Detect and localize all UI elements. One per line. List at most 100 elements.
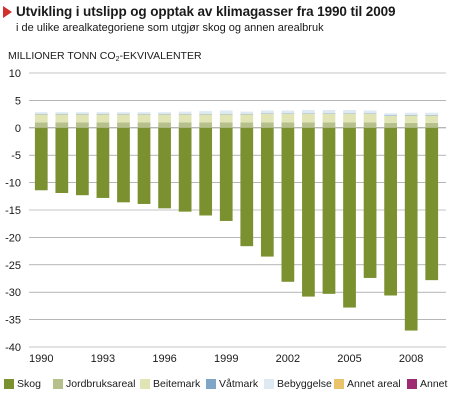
legend-swatch [140, 379, 150, 389]
bar-vatmark-1998 [199, 113, 213, 115]
chart-legend: Skog Jordbruksareal Beitemark Våtmark Bebygg… [0, 376, 450, 398]
x-tick-label: 1999 [214, 353, 238, 365]
bar-jordbruksareal-1999 [219, 122, 233, 128]
bar-bebyggelse-2001 [260, 110, 274, 114]
bar-skog-2009 [425, 127, 439, 281]
bar-vatmark-1993 [96, 113, 110, 115]
bar-vatmark-2004 [322, 113, 336, 114]
legend-label: Bebyggelse [277, 378, 332, 390]
bar-skog-2005 [343, 127, 356, 308]
bar-jordbruksareal-1996 [158, 122, 171, 128]
legend-swatch [206, 379, 216, 389]
bar-bebyggelse-1990 [34, 112, 48, 114]
y-tick-label: 5 [15, 95, 21, 107]
bar-skog-2007 [384, 127, 397, 296]
bar-beitemark-1997 [178, 114, 192, 123]
bar-skog-2002 [281, 127, 295, 282]
bar-jordbruksareal-2002 [281, 122, 295, 128]
bar-chart: 10 5 0 -5 -10 -15 -20 -25 -30 -35 -40 1990 1993 1996 1… [5, 68, 446, 365]
bar-skog-2001 [260, 127, 274, 257]
bar-vatmark-2006 [363, 113, 377, 114]
legend-item-skog: Skog [4, 376, 41, 392]
chart-subtitle: i de ulike arealkategoriene som utgjør s… [16, 22, 324, 34]
bar-beitemark-2000 [240, 114, 254, 123]
legend-label: Jordbruksareal [66, 378, 136, 390]
bar-bebyggelse-2007 [384, 113, 397, 116]
x-tick-label: 2008 [399, 353, 423, 365]
bar-skog-1993 [96, 127, 110, 198]
bar-bebyggelse-2002 [281, 110, 295, 114]
bar-beitemark-2006 [363, 113, 377, 123]
legend-swatch [264, 379, 274, 389]
legend-swatch [53, 379, 63, 389]
bar-jordbruksareal-2001 [260, 122, 274, 128]
bar-skog-2000 [240, 127, 254, 247]
bar-vatmark-2008 [404, 114, 418, 116]
bar-vatmark-2009 [425, 114, 439, 116]
legend-item-annetareal: Annet areal [334, 376, 401, 392]
bar-jordbruksareal-1992 [76, 122, 89, 128]
bar-skog-2003 [302, 127, 315, 297]
bar-jordbruksareal-2003 [302, 122, 315, 128]
bar-jordbruksareal-1995 [137, 122, 151, 128]
bar-vatmark-2002 [281, 113, 295, 114]
bar-beitemark-1993 [96, 114, 110, 123]
bar-beitemark-2001 [260, 113, 274, 123]
bar-bebyggelse-1994 [117, 112, 130, 114]
bar-vatmark-1995 [137, 113, 151, 115]
legend-item-vatmark: Våtmark [206, 376, 258, 392]
bar-bebyggelse-2009 [425, 112, 439, 115]
bar-bebyggelse-2006 [363, 110, 377, 114]
bar-vatmark-2001 [260, 113, 274, 114]
bar-jordbruksareal-2000 [240, 122, 254, 128]
bar-bebyggelse-1997 [178, 111, 192, 114]
bar-beitemark-1991 [55, 114, 69, 123]
bar-vatmark-2000 [240, 113, 254, 115]
bar-bebyggelse-2004 [322, 109, 336, 114]
legend-swatch [334, 379, 344, 389]
bar-vatmark-1999 [219, 113, 233, 115]
bar-beitemark-2007 [384, 115, 397, 123]
legend-item-beitemark: Beitemark [140, 376, 200, 392]
bar-jordbruksareal-2004 [322, 122, 336, 128]
unit-label-suffix: -EKVIVALENTER [119, 50, 202, 62]
bar-skog-1995 [137, 127, 151, 204]
y-tick-label: -20 [5, 232, 21, 244]
x-tick-label: 1990 [29, 353, 53, 365]
bar-beitemark-1990 [34, 114, 48, 123]
bar-jordbruksareal-2009 [425, 122, 439, 128]
title-row: Utvikling i utslipp og opptak av klimaga… [0, 4, 450, 26]
x-tick-label: 2002 [276, 353, 300, 365]
bar-jordbruksareal-1994 [117, 122, 130, 128]
bar-vatmark-1994 [117, 113, 130, 115]
bar-skog-2006 [363, 127, 377, 278]
y-tick-label: -10 [5, 178, 21, 190]
bar-skog-1991 [55, 127, 69, 194]
legend-item-jordbruksareal: Jordbruksareal [53, 376, 135, 392]
y-tick-label: -40 [5, 342, 21, 354]
y-tick-label: 10 [9, 68, 21, 80]
bar-beitemark-1998 [199, 114, 213, 123]
bar-vatmark-1990 [34, 113, 48, 115]
legend-label: Skog [17, 378, 41, 390]
bar-bebyggelse-1993 [96, 112, 110, 114]
legend-item-annet: Annet [407, 376, 447, 392]
bar-vatmark-2007 [384, 115, 397, 116]
bar-bebyggelse-1996 [158, 112, 171, 114]
bar-beitemark-1996 [158, 114, 171, 123]
bar-beitemark-2002 [281, 113, 295, 123]
bar-skog-2008 [404, 127, 418, 331]
bar-jordbruksareal-1990 [34, 122, 48, 128]
y-tick-label: 0 [15, 123, 21, 135]
bar-beitemark-1992 [76, 114, 89, 123]
bar-vatmark-1997 [178, 113, 192, 115]
bar-bebyggelse-1992 [76, 112, 89, 114]
title-marker-icon [3, 6, 12, 18]
bar-jordbruksareal-2007 [384, 122, 397, 128]
bar-vatmark-1991 [55, 113, 69, 115]
legend-item-bebyggelse: Bebyggelse [264, 376, 332, 392]
bar-bebyggelse-1998 [199, 111, 213, 114]
bar-beitemark-2008 [404, 115, 418, 123]
x-tick-label: 2005 [337, 353, 361, 365]
bar-bebyggelse-1991 [55, 112, 69, 114]
